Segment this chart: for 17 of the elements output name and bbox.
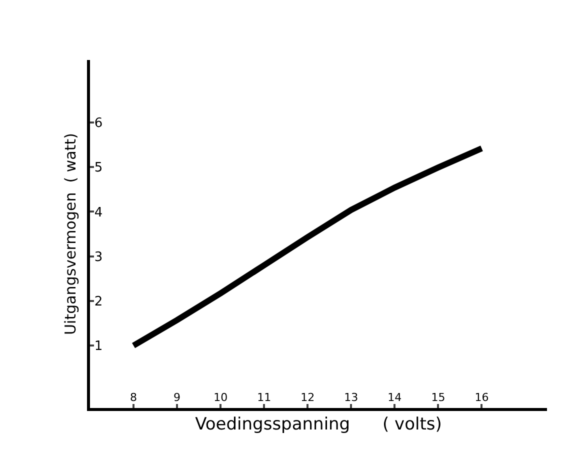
x-tick-label: 10 [214, 391, 228, 404]
x-tick-label: 13 [344, 391, 358, 404]
x-tick-label: 8 [130, 391, 138, 404]
y-tick-label: 6 [94, 116, 103, 132]
y-tick-label: 5 [94, 160, 103, 176]
y-tick-label: 3 [94, 250, 103, 265]
x-tick-label: 11 [257, 391, 272, 404]
y-tick-label: 1 [94, 339, 103, 354]
y-axis-title: Uitgangsvermogen ( watt) [62, 133, 80, 335]
x-tick-label: 14 [388, 391, 402, 404]
y-tick-label: 4 [94, 205, 103, 220]
y-tick-label: 2 [94, 294, 103, 310]
x-tick-label: 9 [174, 391, 181, 404]
x-tick-label: 15 [431, 391, 446, 404]
x-tick-label: 16 [474, 391, 489, 404]
x-tick-label: 12 [300, 391, 315, 404]
x-axis-title: Voedingsspanning ( volts) [195, 414, 442, 434]
